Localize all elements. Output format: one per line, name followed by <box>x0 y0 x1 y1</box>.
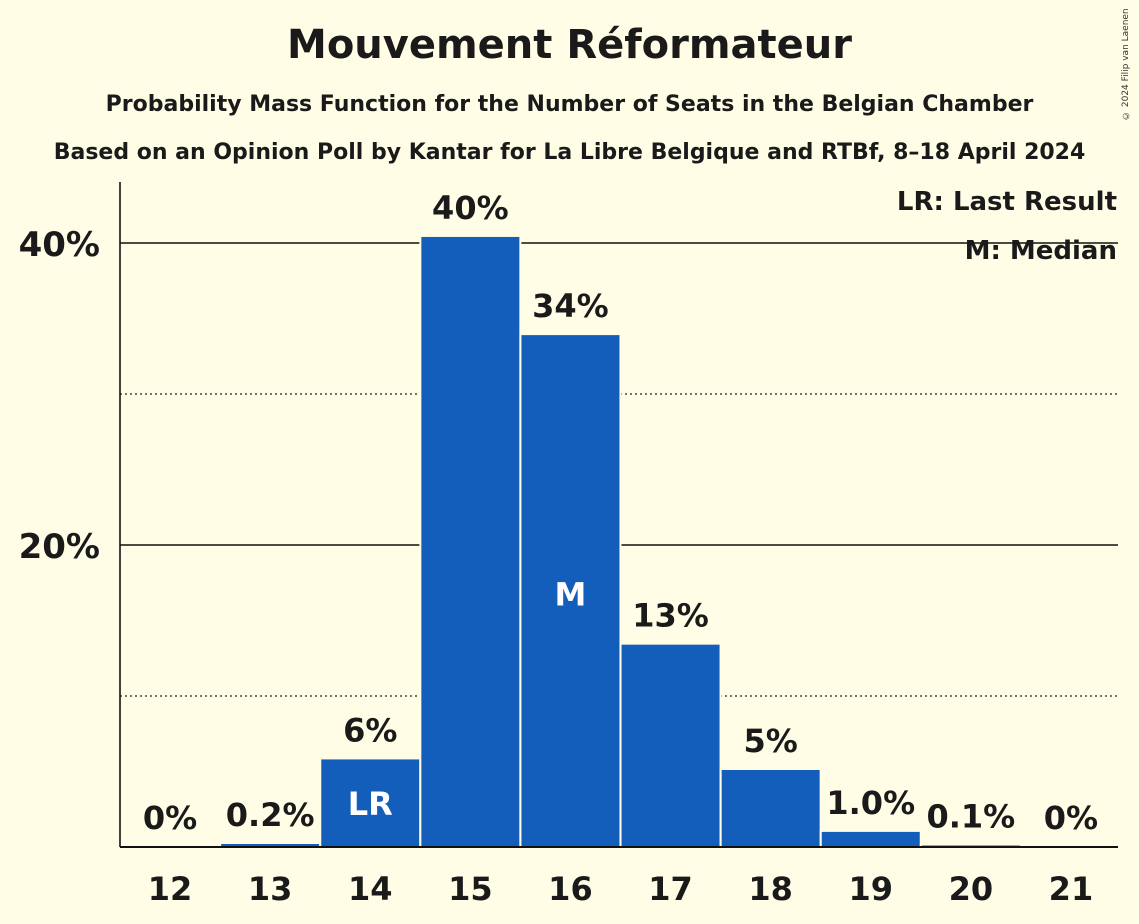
data-label: 0.2% <box>226 796 315 834</box>
x-tick-label: 18 <box>748 870 793 908</box>
data-label: 6% <box>343 711 397 749</box>
legend-last-result: LR: Last Result <box>897 187 1117 217</box>
last-result-marker: LR <box>348 785 393 823</box>
y-tick-label: 20% <box>19 527 100 567</box>
data-label: 0% <box>1044 799 1098 837</box>
bar-seat-16 <box>521 335 620 847</box>
chart-title: Mouvement Réformateur <box>287 22 852 68</box>
x-tick-label: 12 <box>148 870 193 908</box>
bar-seat-15 <box>421 236 520 847</box>
x-tick-label: 15 <box>448 870 493 908</box>
x-tick-label: 19 <box>848 870 893 908</box>
x-tick-label: 17 <box>648 870 693 908</box>
x-tick-label: 16 <box>548 870 593 908</box>
x-tick-label: 20 <box>949 870 994 908</box>
data-label: 13% <box>632 597 709 635</box>
bar-outline <box>919 843 1022 847</box>
x-tick-label: 13 <box>248 870 293 908</box>
y-tick-label: 40% <box>19 225 100 265</box>
data-label: 1.0% <box>826 784 915 822</box>
legend-median: M: Median <box>965 236 1117 266</box>
bar-seat-17 <box>621 644 720 847</box>
data-label: 34% <box>532 287 609 325</box>
data-label: 0% <box>143 799 197 837</box>
bar-seat-13 <box>221 843 320 847</box>
data-label: 5% <box>743 722 797 760</box>
x-tick-label: 14 <box>348 870 393 908</box>
x-tick-label: 21 <box>1049 870 1094 908</box>
bar-seat-18 <box>721 769 820 847</box>
data-label: 40% <box>432 189 509 227</box>
bar-seat-14 <box>321 759 420 847</box>
chart-subtitle: Probability Mass Function for the Number… <box>105 92 1034 117</box>
median-marker: M <box>555 575 587 613</box>
bar-seat-19 <box>821 831 920 847</box>
chart-source-note: Based on an Opinion Poll by Kantar for L… <box>53 140 1086 165</box>
data-label: 0.1% <box>926 797 1015 835</box>
